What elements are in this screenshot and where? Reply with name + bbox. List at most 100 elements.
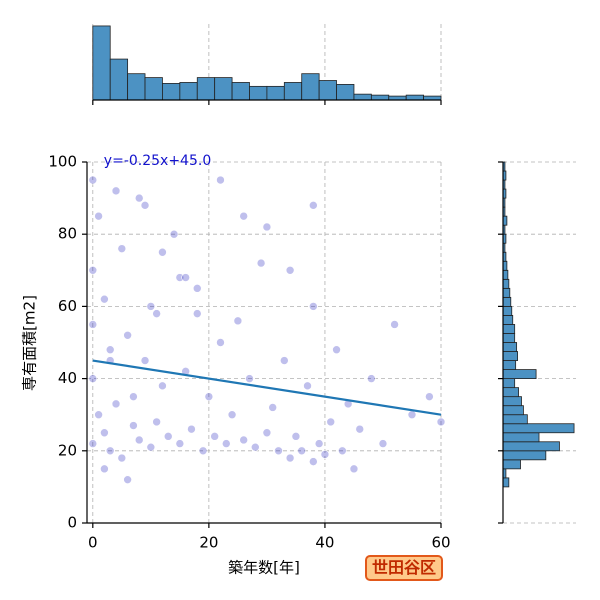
point — [239, 211, 248, 221]
point — [285, 453, 295, 463]
point — [227, 410, 237, 420]
y-tick-label: 0 — [67, 514, 77, 532]
point — [262, 428, 272, 438]
point — [274, 446, 283, 456]
point — [367, 374, 376, 383]
hist-bar — [318, 80, 337, 101]
point — [140, 356, 150, 365]
hist-bar — [92, 25, 111, 101]
point — [158, 247, 167, 257]
hist-bar — [214, 77, 233, 101]
x-tick-label: 40 — [315, 534, 334, 552]
point — [181, 273, 190, 282]
point — [88, 439, 98, 448]
point — [175, 439, 185, 448]
hist-bar — [283, 82, 303, 101]
hist-bar — [502, 360, 517, 370]
point — [88, 265, 98, 275]
y-tick-label: 80 — [58, 225, 77, 243]
point — [309, 457, 318, 466]
point — [134, 435, 144, 445]
point — [407, 410, 417, 420]
point — [245, 374, 254, 383]
point — [152, 309, 161, 318]
hist-bar — [502, 287, 511, 298]
point — [192, 309, 202, 318]
point — [216, 175, 225, 185]
hist-bar — [502, 414, 528, 425]
hist-bar — [502, 269, 509, 280]
hist-bar — [502, 432, 540, 443]
y-tick-label: 100 — [48, 153, 77, 171]
point — [303, 381, 312, 391]
x-tick-label: 0 — [88, 534, 98, 552]
point — [268, 403, 278, 412]
point — [88, 320, 98, 329]
point — [140, 201, 150, 210]
hist-bar — [502, 405, 524, 416]
point — [100, 294, 109, 304]
point — [378, 439, 388, 448]
point — [123, 475, 132, 484]
point — [100, 428, 109, 438]
hist-bar — [502, 477, 510, 488]
point — [436, 417, 446, 427]
hist-bar — [162, 83, 181, 101]
hist-bar — [179, 82, 198, 101]
point — [291, 432, 301, 441]
point — [239, 435, 248, 445]
point — [192, 284, 202, 293]
point — [105, 446, 115, 456]
hist-bar — [502, 423, 575, 434]
hist-bar — [231, 82, 250, 101]
point — [262, 222, 272, 232]
y-axis-label: 専有面積[m2] — [21, 295, 39, 391]
point — [233, 316, 243, 326]
point — [204, 392, 214, 401]
point — [123, 330, 132, 340]
hist-bar — [502, 333, 516, 343]
point — [326, 417, 336, 427]
hist-bar — [502, 378, 516, 389]
point — [309, 201, 318, 210]
hist-bar — [249, 85, 268, 101]
point — [320, 450, 330, 459]
point — [297, 446, 307, 456]
hist-bar — [353, 93, 372, 101]
point — [134, 193, 144, 203]
hist-bar — [405, 94, 424, 101]
point — [338, 446, 347, 456]
hist-bar — [502, 459, 521, 470]
hist-bar — [502, 342, 518, 352]
point — [88, 374, 98, 383]
hist-bar — [266, 85, 285, 101]
hist-bar — [502, 369, 537, 380]
point — [88, 175, 98, 185]
point — [100, 464, 109, 474]
hist-bar — [502, 441, 560, 452]
point — [285, 265, 295, 275]
y-tick-label: 60 — [58, 297, 77, 315]
point — [152, 417, 161, 427]
point — [390, 320, 399, 329]
point — [210, 432, 219, 441]
hist-bar — [301, 73, 320, 101]
point — [314, 439, 324, 448]
point — [169, 229, 179, 239]
point — [111, 399, 121, 409]
fit-line — [92, 359, 442, 416]
point — [250, 442, 260, 452]
hist-bar — [144, 77, 163, 101]
hist-bar — [502, 305, 513, 316]
hist-bar — [502, 324, 516, 334]
point — [117, 244, 127, 253]
point — [163, 432, 173, 441]
x-axis-label: 築年数[年] — [228, 559, 300, 577]
point — [280, 356, 289, 365]
point — [146, 302, 156, 311]
hist-bar — [502, 278, 510, 289]
hist-bar — [502, 387, 519, 398]
hist-bar — [502, 450, 547, 461]
